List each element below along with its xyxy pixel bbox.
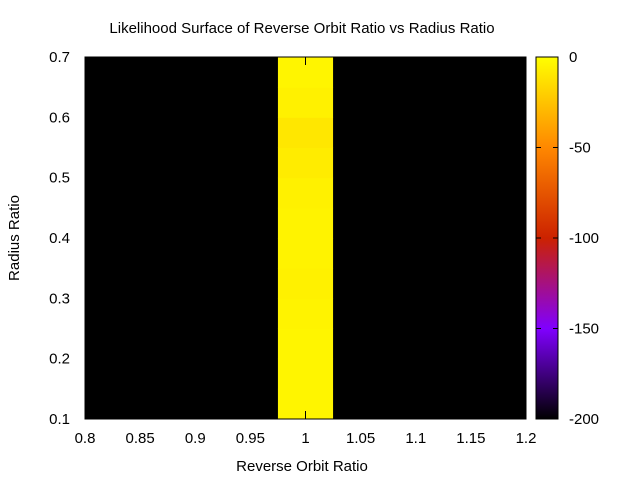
heatmap-cell-6: [277, 207, 334, 239]
chart-title: Likelihood Surface of Reverse Orbit Rati…: [109, 20, 494, 37]
colorbar-tick-label-2: -100: [569, 230, 599, 247]
y-tick-label-5: 0.6: [49, 109, 70, 126]
x-tick-label-6: 1.1: [405, 430, 426, 447]
y-tick-label-1: 0.2: [49, 351, 70, 368]
colorbar-tick-label-1: -50: [569, 140, 591, 157]
x-tick-label-3: 0.95: [236, 430, 265, 447]
x-tick-label-7: 1.15: [456, 430, 485, 447]
heatmap-cell-10: [277, 87, 334, 118]
x-axis-label: Reverse Orbit Ratio: [236, 458, 368, 475]
y-tick-label-0: 0.1: [49, 411, 70, 428]
plot-area: [85, 57, 526, 420]
heatmap-cell-5: [277, 238, 334, 269]
x-tick-label-4: 1: [301, 430, 309, 447]
x-tick-label-1: 0.85: [126, 430, 155, 447]
y-tick-label-4: 0.5: [49, 170, 70, 187]
heatmap-cell-2: [277, 328, 334, 360]
heatmap-cell-4: [277, 268, 334, 299]
y-axis-label: Radius Ratio: [6, 195, 23, 281]
colorbar-gradient: [536, 57, 558, 419]
colorbar-tick-label-3: -150: [569, 321, 599, 338]
colorbar: 0 -50 -100 -150 -200: [535, 49, 599, 428]
colorbar-tick-label-4: -200: [569, 411, 599, 428]
colorbar-tick-label-0: 0: [569, 49, 577, 66]
heatmap-cell-3: [277, 298, 334, 329]
y-tick-label-3: 0.4: [49, 230, 70, 247]
heatmap-cell-9: [277, 117, 334, 148]
x-tick-label-0: 0.8: [75, 430, 96, 447]
heatmap-cell-1: [277, 358, 334, 390]
x-tick-label-2: 0.9: [185, 430, 206, 447]
axes: 0.8 0.85 0.9 0.95 1 1.05 1.1 1.15 1.2 0.1 0.2 0.3 0.…: [49, 49, 536, 447]
heatmap-cell-8: [277, 147, 334, 179]
x-tick-label-5: 1.05: [346, 430, 375, 447]
x-tick-label-8: 1.2: [516, 430, 537, 447]
y-tick-label-2: 0.3: [49, 290, 70, 307]
heatmap-cell-7: [277, 177, 334, 209]
y-tick-label-6: 0.7: [49, 49, 70, 66]
